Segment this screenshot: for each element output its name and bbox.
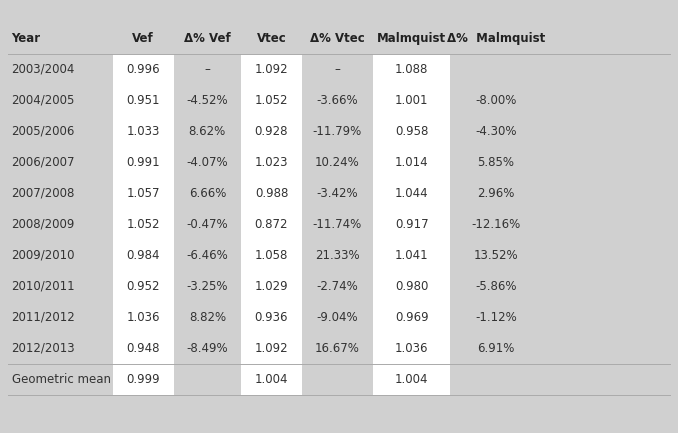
Text: 0.991: 0.991 bbox=[126, 156, 160, 169]
Text: 10.24%: 10.24% bbox=[315, 156, 360, 169]
Text: 0.984: 0.984 bbox=[126, 249, 160, 262]
Text: -11.79%: -11.79% bbox=[313, 125, 362, 138]
Text: 1.057: 1.057 bbox=[126, 187, 160, 200]
Text: -4.07%: -4.07% bbox=[186, 156, 228, 169]
Text: -12.16%: -12.16% bbox=[471, 218, 521, 231]
Text: 1.004: 1.004 bbox=[395, 373, 428, 386]
Text: 0.952: 0.952 bbox=[126, 280, 160, 293]
Text: Δ% Vef: Δ% Vef bbox=[184, 32, 231, 45]
Text: 1.004: 1.004 bbox=[255, 373, 288, 386]
Text: -6.46%: -6.46% bbox=[186, 249, 228, 262]
Text: 0.999: 0.999 bbox=[126, 373, 160, 386]
Text: 0.928: 0.928 bbox=[255, 125, 288, 138]
Text: -11.74%: -11.74% bbox=[313, 218, 362, 231]
Text: -2.74%: -2.74% bbox=[317, 280, 358, 293]
Text: 0.917: 0.917 bbox=[395, 218, 428, 231]
Text: Δ%  Malmquist: Δ% Malmquist bbox=[447, 32, 545, 45]
Text: -4.52%: -4.52% bbox=[186, 94, 228, 107]
Text: -3.66%: -3.66% bbox=[317, 94, 358, 107]
Text: 0.969: 0.969 bbox=[395, 310, 428, 324]
Text: 1.023: 1.023 bbox=[255, 156, 288, 169]
Text: Vtec: Vtec bbox=[256, 32, 286, 45]
Text: 1.001: 1.001 bbox=[395, 94, 428, 107]
Bar bbox=[113, 54, 174, 394]
Text: 1.052: 1.052 bbox=[255, 94, 288, 107]
Text: –: – bbox=[334, 63, 340, 76]
Text: 2011/2012: 2011/2012 bbox=[12, 310, 75, 324]
Text: 0.948: 0.948 bbox=[126, 342, 160, 355]
Text: 0.958: 0.958 bbox=[395, 125, 428, 138]
Text: 2008/2009: 2008/2009 bbox=[12, 218, 75, 231]
Text: 2004/2005: 2004/2005 bbox=[12, 94, 75, 107]
Text: 2012/2013: 2012/2013 bbox=[12, 342, 75, 355]
Text: Malmquist: Malmquist bbox=[377, 32, 446, 45]
Text: 0.980: 0.980 bbox=[395, 280, 428, 293]
Bar bbox=[373, 54, 450, 394]
Text: 1.041: 1.041 bbox=[395, 249, 428, 262]
Text: 5.85%: 5.85% bbox=[477, 156, 515, 169]
Text: -9.04%: -9.04% bbox=[317, 310, 358, 324]
Text: 2006/2007: 2006/2007 bbox=[12, 156, 75, 169]
Text: -8.49%: -8.49% bbox=[186, 342, 228, 355]
Text: -5.86%: -5.86% bbox=[475, 280, 517, 293]
Text: -1.12%: -1.12% bbox=[475, 310, 517, 324]
Text: 8.62%: 8.62% bbox=[188, 125, 226, 138]
Text: Year: Year bbox=[12, 32, 41, 45]
Text: 1.036: 1.036 bbox=[395, 342, 428, 355]
Text: Δ% Vtec: Δ% Vtec bbox=[310, 32, 365, 45]
Text: 6.66%: 6.66% bbox=[188, 187, 226, 200]
Text: 2009/2010: 2009/2010 bbox=[12, 249, 75, 262]
Text: 1.014: 1.014 bbox=[395, 156, 428, 169]
Text: 1.088: 1.088 bbox=[395, 63, 428, 76]
Text: 1.044: 1.044 bbox=[395, 187, 428, 200]
Text: 0.951: 0.951 bbox=[126, 94, 160, 107]
Text: 1.092: 1.092 bbox=[255, 63, 288, 76]
Text: 1.052: 1.052 bbox=[126, 218, 160, 231]
Text: 0.988: 0.988 bbox=[255, 187, 288, 200]
Text: 2007/2008: 2007/2008 bbox=[12, 187, 75, 200]
Text: 2003/2004: 2003/2004 bbox=[12, 63, 75, 76]
Text: 21.33%: 21.33% bbox=[315, 249, 359, 262]
Text: 0.872: 0.872 bbox=[255, 218, 288, 231]
Text: 1.058: 1.058 bbox=[255, 249, 288, 262]
Text: –: – bbox=[204, 63, 210, 76]
Text: 1.092: 1.092 bbox=[255, 342, 288, 355]
Text: -0.47%: -0.47% bbox=[186, 218, 228, 231]
Text: 1.036: 1.036 bbox=[126, 310, 160, 324]
Text: 2010/2011: 2010/2011 bbox=[12, 280, 75, 293]
Text: 13.52%: 13.52% bbox=[474, 249, 518, 262]
Text: 16.67%: 16.67% bbox=[315, 342, 360, 355]
Text: 6.91%: 6.91% bbox=[477, 342, 515, 355]
Text: 1.033: 1.033 bbox=[127, 125, 160, 138]
Text: 0.996: 0.996 bbox=[126, 63, 160, 76]
Text: -3.25%: -3.25% bbox=[186, 280, 228, 293]
Text: -4.30%: -4.30% bbox=[475, 125, 517, 138]
Text: -3.42%: -3.42% bbox=[317, 187, 358, 200]
Bar bbox=[241, 54, 302, 394]
Text: -8.00%: -8.00% bbox=[475, 94, 517, 107]
Text: 2.96%: 2.96% bbox=[477, 187, 515, 200]
Text: 8.82%: 8.82% bbox=[188, 310, 226, 324]
Text: 0.936: 0.936 bbox=[255, 310, 288, 324]
Text: 2005/2006: 2005/2006 bbox=[12, 125, 75, 138]
Text: Geometric mean: Geometric mean bbox=[12, 373, 111, 386]
Text: Vef: Vef bbox=[132, 32, 154, 45]
Text: 1.029: 1.029 bbox=[255, 280, 288, 293]
